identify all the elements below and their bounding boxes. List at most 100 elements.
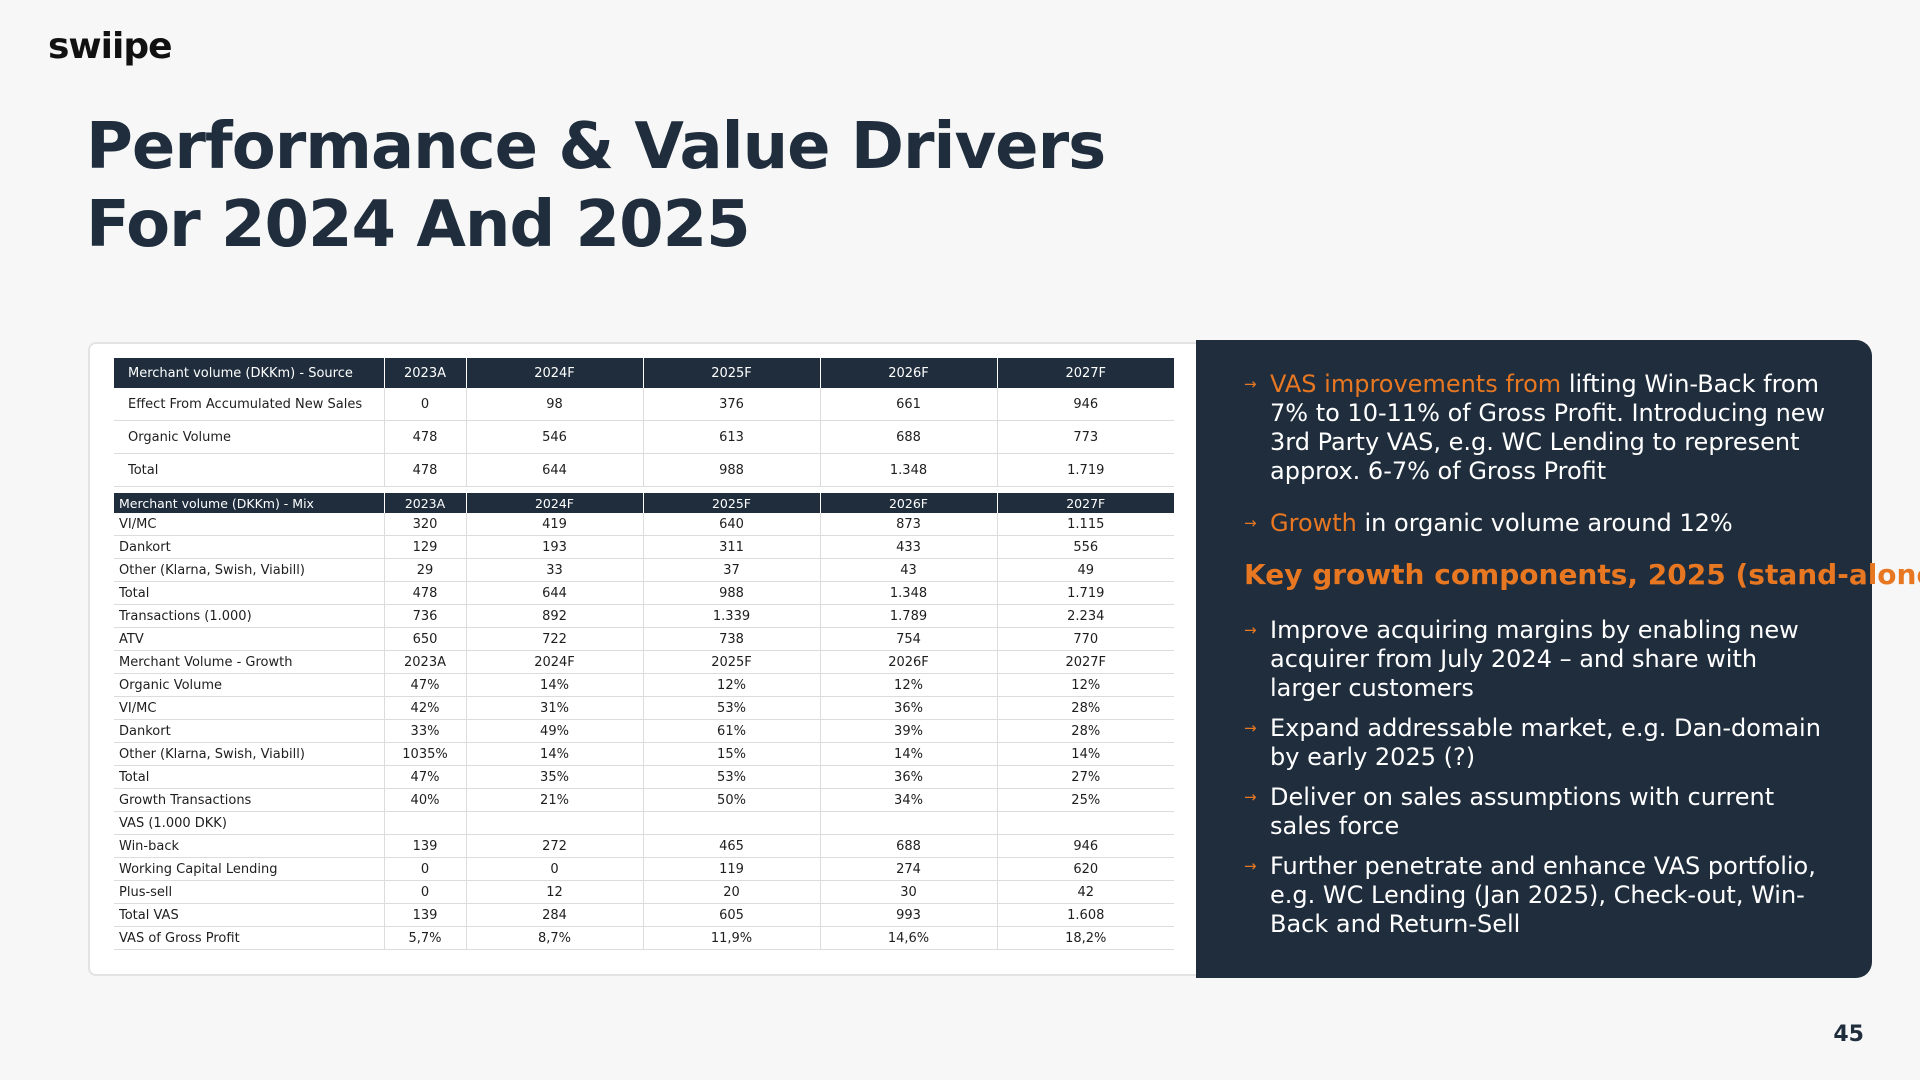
table-cell: 640 <box>642 513 820 536</box>
row-label: VAS (1.000 DKK) <box>114 811 384 835</box>
table-row: Dankort 129 193 311 433 556 <box>114 535 1174 559</box>
page-title: Performance & Value Drivers For 2024 And… <box>86 108 1106 264</box>
table-row: Win-back 139 272 465 688 946 <box>114 834 1174 858</box>
table-cell: 33% <box>383 719 466 743</box>
list-item-text: Improve acquiring margins by enabling ne… <box>1270 616 1799 702</box>
row-label: Dankort <box>114 535 384 559</box>
table-cell <box>819 811 997 835</box>
table-cell: 988 <box>642 581 820 605</box>
table-cell: 1.608 <box>996 903 1174 927</box>
table-cell: 546 <box>465 420 643 454</box>
table-cell: 2025F <box>642 650 820 674</box>
table-header-label: Merchant volume (DKKm) - Source <box>114 358 384 388</box>
table-cell: 688 <box>819 420 997 454</box>
table-cell: 722 <box>465 627 643 651</box>
table-cell: 42% <box>383 696 466 720</box>
table-cell: 14% <box>996 742 1174 766</box>
table-cell: 12% <box>642 673 820 697</box>
row-label: Transactions (1.000) <box>114 604 384 628</box>
year-header: 2025F <box>642 493 820 513</box>
table-cell: 419 <box>465 513 643 536</box>
year-header: 2024F <box>465 493 643 513</box>
table-cell: 478 <box>383 420 466 454</box>
table-cell: 0 <box>465 857 643 881</box>
arrow-icon: → <box>1244 514 1257 532</box>
list-item: → Further penetrate and enhance VAS port… <box>1244 852 1830 939</box>
table-header-label: Merchant volume (DKKm) - Mix <box>114 493 384 513</box>
table-cell: 8,7% <box>465 926 643 950</box>
table-cell <box>383 811 466 835</box>
table-cell: 33 <box>465 558 643 582</box>
year-header: 2026F <box>819 493 997 513</box>
year-header: 2027F <box>996 493 1174 513</box>
row-label: Total <box>114 453 384 487</box>
row-label: Total <box>114 581 384 605</box>
arrow-icon: → <box>1244 857 1257 875</box>
bullet-growth: → Growth in organic volume around 12% <box>1244 509 1830 538</box>
table-cell: 129 <box>383 535 466 559</box>
table-row: Total 478 644 988 1.348 1.719 <box>114 581 1174 605</box>
table-header-row: Merchant volume (DKKm) - Mix 2023A 2024F 20… <box>114 493 1174 513</box>
table-cell: 661 <box>819 388 997 421</box>
table-cell: 40% <box>383 788 466 812</box>
table-cell: 27% <box>996 765 1174 789</box>
row-label: Working Capital Lending <box>114 857 384 881</box>
table-cell: 139 <box>383 903 466 927</box>
table-header-row: Merchant volume (DKKm) - Source 2023A 2024… <box>114 358 1174 388</box>
row-label: Organic Volume <box>114 673 384 697</box>
table-cell: 2.234 <box>996 604 1174 628</box>
row-label: Total <box>114 765 384 789</box>
table-cell: 433 <box>819 535 997 559</box>
table-cell: 1.115 <box>996 513 1174 536</box>
year-header: 2023A <box>383 493 466 513</box>
table-cell: 1.719 <box>996 453 1174 487</box>
table-row: VAS (1.000 DKK) <box>114 811 1174 835</box>
table-cell: 119 <box>642 857 820 881</box>
table-cell: 1.348 <box>819 581 997 605</box>
table-row: Total 478 644 988 1.348 1.719 <box>114 453 1174 487</box>
table-cell <box>642 811 820 835</box>
table-row: Total VAS 139 284 605 993 1.608 <box>114 903 1174 927</box>
year-header: 2025F <box>642 358 820 388</box>
row-label: Plus-sell <box>114 880 384 904</box>
list-item-text: Expand addressable market, e.g. Dan-doma… <box>1270 714 1821 771</box>
list-item: → Expand addressable market, e.g. Dan-do… <box>1244 714 1830 772</box>
table-cell: 0 <box>383 857 466 881</box>
row-label: VI/MC <box>114 696 384 720</box>
table-cell: 773 <box>996 420 1174 454</box>
table-cell: 0 <box>383 388 466 421</box>
table-cell: 644 <box>465 581 643 605</box>
table-cell: 478 <box>383 453 466 487</box>
table-cell: 36% <box>819 696 997 720</box>
table-cell: 738 <box>642 627 820 651</box>
table-cell: 28% <box>996 719 1174 743</box>
table-cell: 1035% <box>383 742 466 766</box>
row-label: Other (Klarna, Swish, Viabill) <box>114 742 384 766</box>
table-cell: 53% <box>642 696 820 720</box>
table-cell: 465 <box>642 834 820 858</box>
table-cell: 14% <box>819 742 997 766</box>
table-cell: 946 <box>996 388 1174 421</box>
row-label: Merchant Volume - Growth <box>114 650 384 674</box>
table-cell: 2024F <box>465 650 643 674</box>
bullet-text: in organic volume around 12% <box>1356 509 1733 537</box>
insights-panel: → VAS improvements from lifting Win-Back… <box>1196 340 1920 978</box>
table-cell: 2026F <box>819 650 997 674</box>
table-row: Organic Volume 478 546 613 688 773 <box>114 420 1174 454</box>
merchant-volume-source-table: Merchant volume (DKKm) - Source 2023A 2024… <box>114 358 1174 487</box>
merchant-volume-mix-table: Merchant volume (DKKm) - Mix 2023A 2024F 20… <box>114 493 1174 950</box>
table-cell: 988 <box>642 453 820 487</box>
table-cell: 43 <box>819 558 997 582</box>
page-number: 45 <box>1833 1022 1864 1047</box>
year-header: 2026F <box>819 358 997 388</box>
table-row: Organic Volume 47% 14% 12% 12% 12% <box>114 673 1174 697</box>
row-label: Growth Transactions <box>114 788 384 812</box>
table-cell: 2023A <box>383 650 466 674</box>
table-cell: 376 <box>642 388 820 421</box>
table-cell: 14% <box>465 673 643 697</box>
table-row: Plus-sell 0 12 20 30 42 <box>114 880 1174 904</box>
table-cell: 39% <box>819 719 997 743</box>
table-cell: 50% <box>642 788 820 812</box>
table-cell: 98 <box>465 388 643 421</box>
row-label: Other (Klarna, Swish, Viabill) <box>114 558 384 582</box>
